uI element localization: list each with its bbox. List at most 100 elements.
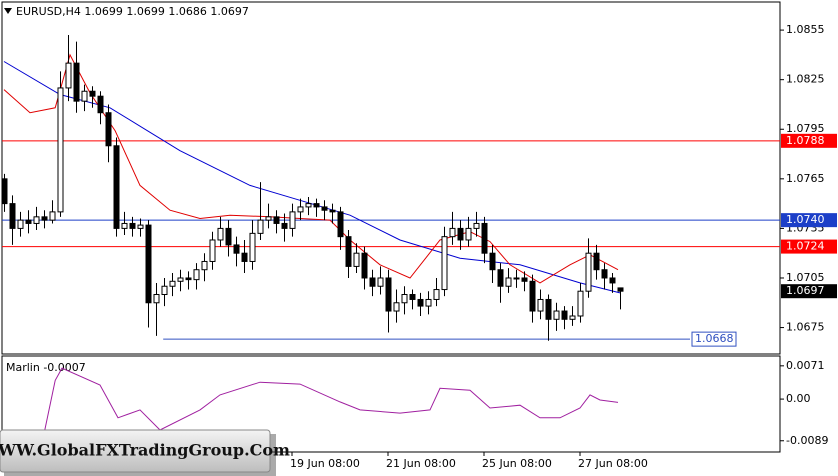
candle-body — [321, 206, 328, 211]
candle-body — [449, 227, 456, 238]
candle-body — [161, 285, 168, 296]
candle-body — [521, 277, 528, 282]
candle-body — [329, 209, 336, 213]
candle-body — [281, 222, 288, 229]
x-tick-label: 19 Jun 08:00 — [290, 457, 360, 470]
line — [3, 53, 619, 284]
candle-body — [129, 222, 136, 229]
candle-body — [569, 315, 576, 320]
candle-body — [57, 87, 64, 213]
y-tick-label: 1.0795 — [786, 122, 825, 135]
level-label-box — [781, 213, 837, 228]
candle-body — [233, 244, 240, 254]
candle-body — [1, 178, 8, 205]
candle-body — [593, 252, 600, 271]
candle-body — [313, 203, 320, 208]
support-label: 1.0668 — [695, 332, 734, 345]
candle-body — [577, 290, 584, 317]
candle-body — [177, 277, 184, 282]
candle-body — [609, 277, 616, 284]
candle-body — [617, 287, 624, 292]
x-tick-label: 21 Jun 08:00 — [386, 457, 456, 470]
candle-body — [25, 219, 32, 224]
candle-body — [217, 227, 224, 241]
candle-body — [169, 280, 176, 287]
y-tick-label: -0.0089 — [786, 434, 828, 447]
candle-body — [345, 236, 352, 267]
candle-body — [601, 269, 608, 279]
bid-label-box — [781, 284, 837, 299]
candle-body — [545, 298, 552, 320]
candle-body — [393, 302, 400, 312]
candle-body — [361, 252, 368, 279]
candle-body — [193, 269, 200, 281]
candle-body — [41, 216, 48, 221]
support-label-box — [691, 331, 737, 347]
watermark: WWW.GlobalFXTradingGroup.Com — [0, 429, 290, 476]
candle-body — [225, 227, 232, 246]
candle-body — [457, 227, 464, 241]
y-tick-label: 0.00 — [786, 392, 811, 405]
y-tick-label: 1.0705 — [786, 271, 825, 284]
y-tick-label: 1.0765 — [786, 172, 825, 185]
level-label: 1.0724 — [786, 240, 825, 253]
candle-body — [89, 90, 96, 97]
candle-body — [561, 310, 568, 320]
candle-body — [417, 298, 424, 307]
candle-body — [273, 216, 280, 224]
candle-body — [65, 62, 72, 89]
candle-body — [49, 211, 56, 221]
candle-body — [113, 145, 120, 229]
level-label: 1.0740 — [786, 213, 825, 226]
indicator-title: Marlin -0.0007 — [6, 361, 86, 374]
candle-body — [249, 232, 256, 262]
candle-body — [257, 219, 264, 234]
candle-body — [265, 216, 272, 221]
candle-body — [201, 260, 208, 271]
candle-body — [465, 227, 472, 241]
candle-body — [73, 62, 80, 102]
menu-icon — [4, 8, 12, 14]
candle-body — [97, 95, 104, 114]
candle-body — [121, 222, 128, 229]
chart-title: EURUSD,H4 1.0699 1.0699 1.0686 1.0697 — [16, 5, 249, 18]
line — [44, 367, 619, 431]
bid-label: 1.0697 — [786, 284, 825, 297]
level-label: 1.0788 — [786, 134, 825, 147]
y-tick-label: 1.0675 — [786, 321, 825, 334]
candle-body — [529, 280, 536, 312]
candle-body — [489, 252, 496, 271]
candle-body — [497, 269, 504, 287]
candle-body — [441, 236, 448, 291]
candle-body — [433, 289, 440, 300]
watermark-text: WWW.GlobalFXTradingGroup.Com — [0, 441, 290, 460]
level-label-box — [781, 239, 837, 254]
candle-body — [153, 294, 160, 304]
candle-body — [513, 277, 520, 280]
candle-body — [553, 310, 560, 320]
candle-body — [353, 252, 360, 267]
candle-body — [305, 203, 312, 208]
candle-body — [425, 298, 432, 307]
candle-body — [473, 222, 480, 229]
candle-body — [137, 224, 144, 229]
candle-body — [401, 294, 408, 304]
candle-body — [505, 277, 512, 287]
candle-body — [337, 211, 344, 238]
y-tick-label: 1.0825 — [786, 73, 825, 86]
candle-body — [185, 277, 192, 281]
candle-body — [105, 112, 112, 147]
candle-body — [9, 203, 16, 229]
candle-body — [241, 252, 248, 262]
candle-body — [145, 224, 152, 304]
candle-body — [585, 252, 592, 292]
x-tick-label: 27 Jun 08:00 — [578, 457, 648, 470]
candle-body — [17, 219, 24, 229]
candle-body — [537, 298, 544, 312]
y-tick-label: 1.0855 — [786, 23, 825, 36]
candle-body — [481, 222, 488, 254]
candle-body — [409, 294, 416, 300]
candle-body — [385, 277, 392, 312]
candle-body — [377, 277, 384, 287]
